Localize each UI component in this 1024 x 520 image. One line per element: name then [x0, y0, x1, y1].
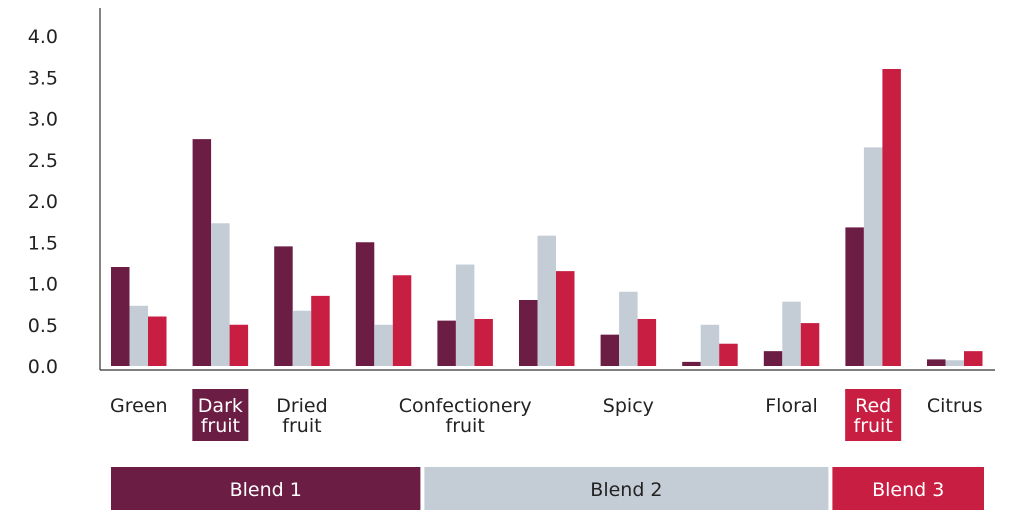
bar — [637, 318, 657, 366]
bar — [719, 343, 738, 366]
bars — [111, 69, 983, 366]
y-tick-label: 0.0 — [28, 356, 58, 378]
bar — [537, 235, 556, 366]
category-label: Red — [855, 395, 891, 417]
bar — [619, 291, 638, 366]
category-highlight — [192, 389, 249, 441]
bar — [600, 334, 620, 366]
y-tick-label: 1.0 — [28, 274, 58, 296]
bar — [437, 320, 456, 366]
y-tick-label: 2.5 — [28, 150, 58, 172]
blend-legend-bar — [111, 467, 421, 510]
bar — [229, 324, 249, 366]
category-label: fruit — [446, 415, 485, 437]
y-tick-label: 2.0 — [28, 191, 58, 213]
y-tick-label: 0.5 — [28, 315, 58, 337]
bar — [292, 310, 312, 366]
bar — [519, 300, 538, 366]
bar — [148, 316, 167, 366]
bar — [782, 301, 801, 366]
category-label: fruit — [854, 415, 893, 437]
category-label: Confectionery — [399, 395, 532, 417]
blend-legend-bar — [832, 467, 984, 510]
bar — [964, 351, 983, 366]
y-tick-label: 3.5 — [28, 67, 58, 89]
bar — [800, 323, 820, 366]
y-tick-labels: 0.0 0.5 1.0 1.5 2.0 2.5 3.0 3.5 4.0 — [28, 26, 58, 378]
bar — [763, 351, 783, 366]
blend-legend-bar — [424, 467, 829, 510]
bar — [455, 264, 475, 366]
y-tick-label: 1.5 — [28, 232, 58, 254]
bar — [192, 139, 212, 366]
category-label: Citrus — [927, 395, 983, 417]
bar — [311, 295, 330, 366]
bar — [556, 271, 575, 366]
y-tick-label: 3.0 — [28, 109, 58, 131]
category-label: fruit — [201, 415, 240, 437]
category-label: Spicy — [603, 395, 654, 417]
blend-legend-label: Blend 3 — [872, 479, 944, 501]
bar — [863, 147, 883, 366]
bar — [945, 360, 964, 366]
category-label: fruit — [282, 415, 321, 437]
category-label: Floral — [765, 395, 818, 417]
bar — [927, 359, 946, 366]
bar — [682, 361, 701, 366]
category-label: Dark — [198, 395, 243, 417]
bar — [129, 305, 148, 366]
bar — [845, 227, 864, 366]
y-tick-label: 4.0 — [28, 26, 58, 48]
bar — [474, 318, 493, 366]
bar — [374, 324, 393, 366]
bar — [274, 246, 293, 366]
category-label: Green — [110, 395, 168, 417]
category-highlight — [845, 389, 902, 441]
bar — [211, 223, 230, 366]
bar — [355, 242, 375, 366]
bar — [111, 267, 130, 366]
bar — [392, 275, 412, 366]
category-labels: Green DarkfruitDriedfruitConfectioneryfru… — [110, 389, 983, 441]
blend-legend: Blend 1 Blend 2 Blend 3 — [111, 467, 984, 510]
bar — [882, 69, 901, 366]
blend-legend-label: Blend 1 — [230, 479, 302, 501]
bar — [700, 324, 720, 366]
category-label: Dried — [276, 395, 327, 417]
blend-legend-label: Blend 2 — [590, 479, 662, 501]
